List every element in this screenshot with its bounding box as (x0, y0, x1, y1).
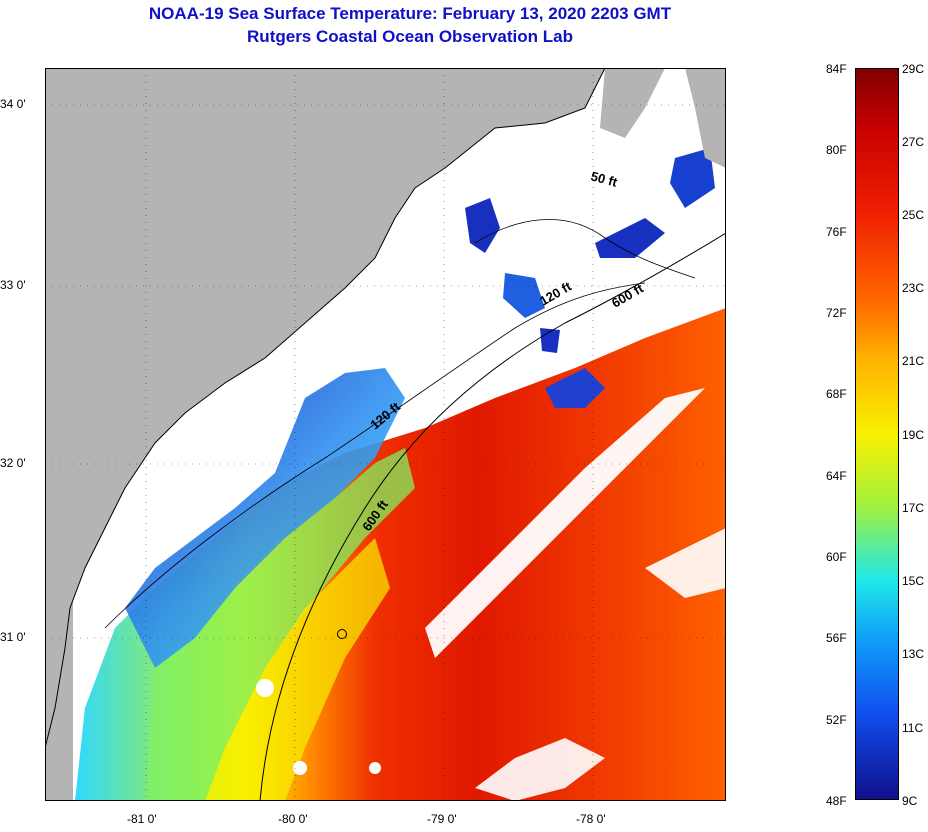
colorbar-f-label: 52F (826, 713, 847, 727)
colorbar-c-label: 19C (902, 428, 925, 442)
land-area (45, 68, 605, 748)
colorbar-c-label: 17C (902, 501, 925, 515)
lon-label: -80 0' (278, 812, 308, 826)
contour-label: 50 ft (589, 168, 619, 190)
colorbar (855, 68, 899, 800)
colorbar-c-label: 27C (902, 135, 925, 149)
contour-600ft (259, 232, 726, 801)
coastline (45, 68, 606, 749)
lon-label: -79 0' (427, 812, 457, 826)
lon-label: -78 0' (576, 812, 606, 826)
colorbar-c-label: 21C (902, 354, 925, 368)
colorbar-f-label: 84F (826, 62, 847, 76)
map-subtitle: Rutgers Coastal Ocean Observation Lab (247, 27, 573, 46)
colorbar-c-label: 11C (902, 721, 924, 735)
colorbar-f-label: 72F (826, 306, 847, 320)
lon-label: -81 0' (127, 812, 157, 826)
sst-field-cold (125, 368, 405, 668)
graticule (45, 68, 726, 801)
colorbar-c-label: 9C (902, 794, 918, 808)
contour-50ft (474, 219, 696, 279)
map-title: NOAA-19 Sea Surface Temperature: Februar… (148, 4, 672, 23)
colorbar-f-label: 56F (826, 631, 847, 645)
cold-patch (465, 198, 500, 253)
map-frame (45, 68, 726, 801)
colorbar-f-label: 68F (826, 387, 847, 401)
colorbar-f-label: 76F (826, 225, 847, 239)
colorbar-c-label: 23C (902, 281, 925, 295)
cloud-band (425, 388, 705, 658)
lat-label: 34 0' (0, 97, 26, 111)
buoy-marker (337, 629, 347, 639)
colorbar-f-label: 60F (826, 550, 847, 564)
contour-120ft (104, 282, 646, 629)
colorbar-c-label: 13C (902, 647, 925, 661)
lat-label: 31 0' (0, 630, 26, 644)
colorbar-c-label: 25C (902, 208, 925, 222)
colorbar-f-label: 48F (826, 794, 847, 808)
colorbar-f-label: 64F (826, 469, 847, 483)
sst-map: 50 ft 120 ft 600 ft 120 ft 600 ft (45, 68, 726, 801)
lat-label: 32 0' (0, 456, 26, 470)
colorbar-c-label: 15C (902, 574, 925, 588)
colorbar-f-label: 80F (826, 143, 847, 157)
colorbar-c-label: 29C (902, 62, 925, 76)
lat-label: 33 0' (0, 278, 26, 292)
